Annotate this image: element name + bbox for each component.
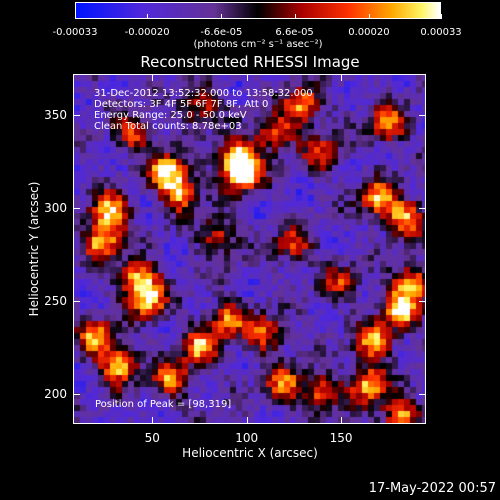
x-tick-label: 50 <box>144 431 160 445</box>
colorbar-tick-label: -0.00020 <box>124 27 170 38</box>
y-tick-label: 350 <box>44 107 67 122</box>
x-tick-mark <box>246 417 248 424</box>
x-tick-mark <box>341 417 343 424</box>
x-tick-mark <box>152 417 154 424</box>
x-tick-label: 100 <box>235 431 259 445</box>
y-tick-mark <box>419 301 426 303</box>
annotation-detectors: Detectors: 3F 4F 5F 6F 7F 8F, Att 0 <box>94 99 269 110</box>
y-tick-label: 200 <box>44 387 67 402</box>
colorbar-tick-label: -6.6e-05 <box>200 27 243 38</box>
annotation-clean-counts: Clean Total counts: 8.78e+03 <box>94 121 242 132</box>
colorbar <box>75 2 441 19</box>
x-tick-mark <box>341 74 343 81</box>
y-axis-label: Heliocentric Y (arcsec) <box>27 181 41 317</box>
colorbar-tick-mark <box>221 14 223 19</box>
y-tick-mark <box>73 114 80 116</box>
footer-timestamp: 17-May-2022 00:57 <box>368 481 496 496</box>
y-tick-mark <box>419 114 426 116</box>
y-tick-label: 250 <box>44 294 67 309</box>
y-tick-mark <box>73 208 80 210</box>
colorbar-tick-mark <box>294 14 296 19</box>
annotation-energy-range: Energy Range: 25.0 - 50.0 keV <box>94 110 247 121</box>
y-tick-mark <box>419 394 426 396</box>
chart-title: Reconstructed RHESSI Image <box>140 53 360 71</box>
annotation-peak-position: Position of Peak = [98,319] <box>95 399 232 410</box>
x-tick-mark <box>246 74 248 81</box>
y-tick-label: 300 <box>44 201 67 216</box>
colorbar-tick-label: 0.00020 <box>348 27 390 38</box>
plot-area <box>73 74 426 424</box>
colorbar-tick-mark <box>441 14 442 19</box>
heatmap-image <box>74 75 425 423</box>
x-tick-label: 150 <box>329 431 353 445</box>
y-tick-mark <box>73 394 80 396</box>
y-tick-mark <box>419 208 426 210</box>
annotation-time-range: 31-Dec-2012 13:52:32.000 to 13:58:32.000 <box>94 88 313 99</box>
colorbar-unit-label: (photons cm⁻² s⁻¹ asec⁻²) <box>193 39 323 50</box>
colorbar-tick-label: 0.00033 <box>420 27 462 38</box>
colorbar-tick-mark <box>75 14 76 19</box>
colorbar-tick-mark <box>368 14 370 19</box>
y-tick-mark <box>73 301 80 303</box>
x-axis-label: Heliocentric X (arcsec) <box>182 446 318 460</box>
colorbar-tick-label: 6.6e-05 <box>275 27 314 38</box>
x-tick-mark <box>152 74 154 81</box>
colorbar-tick-label: -0.00033 <box>52 27 98 38</box>
colorbar-tick-mark <box>147 14 149 19</box>
